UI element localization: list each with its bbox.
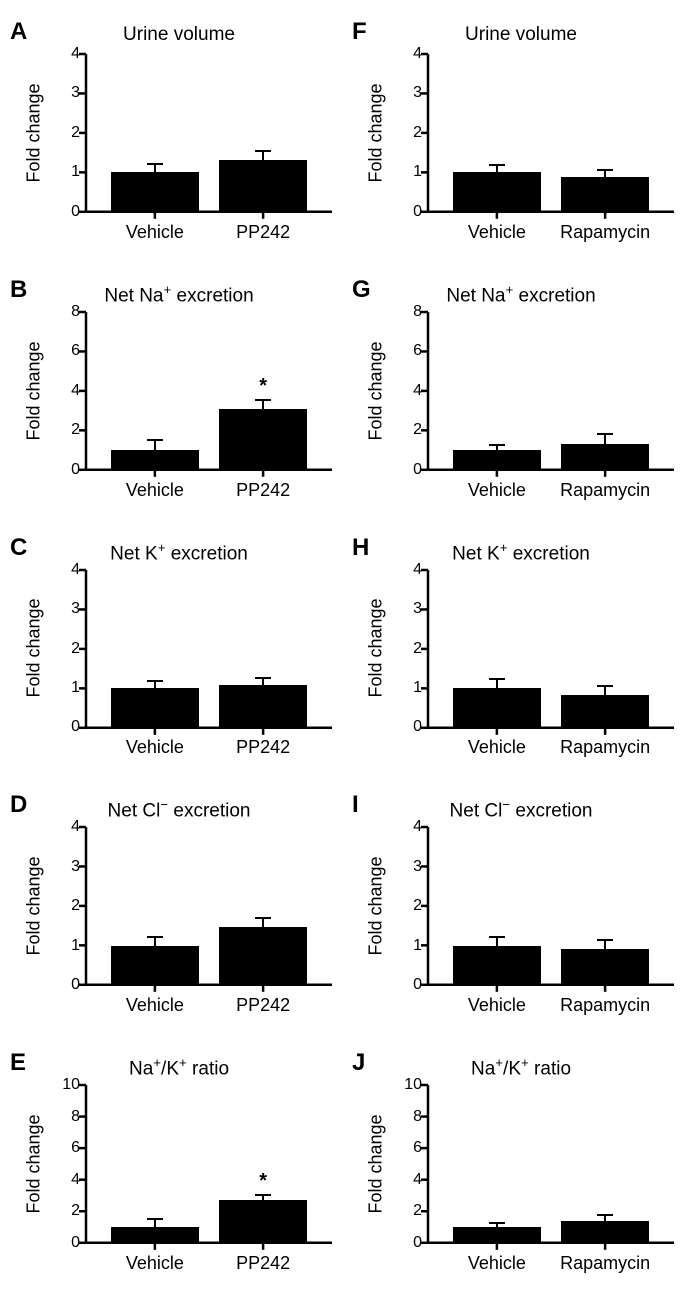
- error-bar-stem: [496, 679, 498, 688]
- error-bar-cap: [255, 917, 271, 919]
- chart-area: 01234VehiclePP242: [86, 54, 332, 212]
- y-axis-label: Fold change: [366, 1115, 387, 1214]
- y-axis-label: Fold change: [366, 341, 387, 440]
- y-axis-label: Fold change: [24, 341, 45, 440]
- bar: [219, 685, 308, 728]
- error-bar-cap: [255, 1194, 271, 1196]
- y-axis-label: Fold change: [24, 599, 45, 698]
- error-bar-stem: [154, 1219, 156, 1228]
- bar: [453, 688, 542, 727]
- error-bar-cap: [489, 164, 505, 166]
- chart-area: 01234VehicleRapamycin: [428, 827, 674, 985]
- error-bar-cap: [597, 939, 613, 941]
- y-axis-label: Fold change: [24, 1115, 45, 1214]
- chart-area: 0246810VehiclePP242*: [86, 1085, 332, 1243]
- chart-area: 01234VehicleRapamycin: [428, 570, 674, 728]
- error-bar-stem: [496, 937, 498, 946]
- chart-area: 01234VehicleRapamycin: [428, 54, 674, 212]
- bar: [111, 688, 200, 727]
- bar: [561, 949, 650, 985]
- error-bar-stem: [262, 918, 264, 927]
- bar: [453, 450, 542, 470]
- significance-star: *: [259, 375, 267, 398]
- panel-title: Na+/K+ ratio: [350, 1055, 692, 1080]
- panel-title: Net Na+ excretion: [8, 282, 350, 307]
- panel-title: Urine volume: [8, 24, 350, 46]
- bar: [453, 172, 542, 211]
- bar: [561, 1221, 650, 1243]
- panel-title: Na+/K+ ratio: [8, 1055, 350, 1080]
- panel-title: Urine volume: [350, 24, 692, 46]
- chart-area: 01234VehiclePP242: [86, 827, 332, 985]
- bar: [111, 946, 200, 985]
- error-bar-cap: [147, 936, 163, 938]
- error-bar-stem: [604, 170, 606, 177]
- panel-c: CNet K+ excretionFold change01234Vehicle…: [8, 526, 350, 784]
- y-axis-label: Fold change: [366, 857, 387, 956]
- bar: [453, 1227, 542, 1243]
- y-axis-label: Fold change: [24, 83, 45, 182]
- bar: [561, 695, 650, 728]
- panel-a: AUrine volumeFold change01234VehiclePP24…: [8, 10, 350, 268]
- axes: [428, 1085, 674, 1243]
- error-bar-stem: [262, 678, 264, 685]
- error-bar-stem: [604, 940, 606, 949]
- bar: [219, 409, 308, 469]
- panel-e: ENa+/K+ ratioFold change0246810VehiclePP…: [8, 1041, 350, 1299]
- error-bar-cap: [147, 1218, 163, 1220]
- significance-star: *: [259, 1170, 267, 1193]
- error-bar-cap: [489, 678, 505, 680]
- error-bar-stem: [262, 151, 264, 160]
- panel-f: FUrine volumeFold change01234VehicleRapa…: [350, 10, 692, 268]
- error-bar-cap: [255, 399, 271, 401]
- error-bar-cap: [489, 444, 505, 446]
- bar: [219, 160, 308, 212]
- y-axis-label: Fold change: [366, 599, 387, 698]
- panel-title: Net Cl− excretion: [8, 797, 350, 822]
- error-bar-stem: [604, 686, 606, 695]
- error-bar-cap: [147, 163, 163, 165]
- chart-area: 02468VehicleRapamycin: [428, 312, 674, 470]
- panel-g: GNet Na+ excretionFold change02468Vehicl…: [350, 268, 692, 526]
- error-bar-cap: [255, 150, 271, 152]
- y-axis-label: Fold change: [366, 83, 387, 182]
- panel-h: HNet K+ excretionFold change01234Vehicle…: [350, 526, 692, 784]
- error-bar-stem: [154, 681, 156, 688]
- error-bar-stem: [262, 400, 264, 410]
- error-bar-cap: [597, 433, 613, 435]
- panel-i: INet Cl− excretionFold change01234Vehicl…: [350, 783, 692, 1041]
- panel-title: Net Na+ excretion: [350, 282, 692, 307]
- error-bar-cap: [147, 680, 163, 682]
- error-bar-cap: [597, 169, 613, 171]
- error-bar-stem: [154, 937, 156, 946]
- error-bar-stem: [604, 434, 606, 444]
- panel-d: DNet Cl− excretionFold change01234Vehicl…: [8, 783, 350, 1041]
- bar: [111, 1227, 200, 1243]
- bar: [219, 927, 308, 985]
- chart-area: 02468VehiclePP242*: [86, 312, 332, 470]
- error-bar-stem: [154, 440, 156, 450]
- bar: [561, 177, 650, 212]
- error-bar-cap: [255, 677, 271, 679]
- y-axis-label: Fold change: [24, 857, 45, 956]
- chart-area: 0246810VehicleRapamycin: [428, 1085, 674, 1243]
- error-bar-cap: [597, 1214, 613, 1216]
- panel-title: Net K+ excretion: [8, 540, 350, 565]
- bar: [561, 444, 650, 470]
- bar: [111, 450, 200, 470]
- bar: [111, 172, 200, 211]
- bar: [453, 946, 542, 985]
- error-bar-stem: [496, 165, 498, 172]
- error-bar-cap: [147, 439, 163, 441]
- panel-title: Net Cl− excretion: [350, 797, 692, 822]
- error-bar-cap: [597, 685, 613, 687]
- chart-area: 01234VehiclePP242: [86, 570, 332, 728]
- bar: [219, 1200, 308, 1243]
- panel-j: JNa+/K+ ratioFold change0246810VehicleRa…: [350, 1041, 692, 1299]
- panel-b: BNet Na+ excretionFold change02468Vehicl…: [8, 268, 350, 526]
- error-bar-cap: [489, 1222, 505, 1224]
- error-bar-stem: [154, 164, 156, 173]
- panel-title: Net K+ excretion: [350, 540, 692, 565]
- error-bar-cap: [489, 936, 505, 938]
